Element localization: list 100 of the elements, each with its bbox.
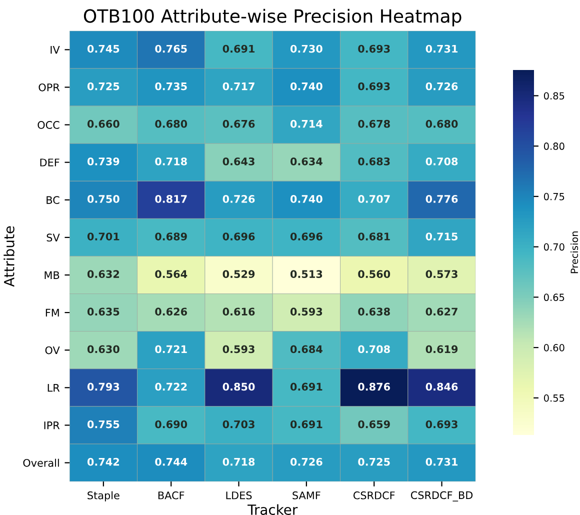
data-label: 0.731 — [426, 458, 458, 466]
data-label: 0.755 — [87, 420, 120, 428]
color-bar-label: 0.65 — [544, 294, 564, 302]
color-bar-label: 0.80 — [544, 142, 564, 150]
data-label: 0.560 — [358, 270, 390, 278]
data-label: 0.638 — [358, 308, 390, 316]
data-label: 0.691 — [290, 420, 322, 428]
data-label: 0.626 — [155, 308, 188, 316]
data-label: 0.691 — [290, 382, 322, 391]
data-label: 0.776 — [426, 195, 458, 203]
data-label: 0.726 — [426, 82, 458, 90]
data-label: 0.678 — [358, 120, 390, 128]
data-label: 0.726 — [290, 458, 322, 466]
y-tick-label: OV — [45, 346, 60, 354]
data-label: 0.718 — [155, 157, 187, 166]
data-label: 0.693 — [426, 420, 458, 428]
x-tick-label: Staple — [88, 491, 120, 502]
data-label: 0.513 — [290, 270, 322, 278]
data-label: 0.740 — [290, 82, 322, 90]
y-tick-label: OPR — [38, 83, 60, 92]
data-label: 0.876 — [358, 382, 390, 391]
y-tick-label: DEF — [40, 158, 60, 166]
data-label: 0.634 — [290, 157, 322, 166]
color-bar-label: 0.85 — [544, 92, 564, 100]
data-label: 0.717 — [222, 82, 254, 90]
y-tick-label: IPR — [44, 422, 60, 430]
chart-title: OTB100 Attribute-wise Precision Heatmap — [84, 8, 462, 26]
color-bar-label: 0.70 — [544, 243, 564, 251]
data-label: 0.793 — [87, 382, 120, 391]
data-label: 0.846 — [426, 382, 458, 391]
data-label: 0.696 — [290, 232, 322, 240]
data-label: 0.703 — [222, 420, 254, 428]
data-label: 0.593 — [290, 308, 322, 316]
color-bar-label: 0.60 — [544, 344, 564, 352]
data-label: 0.680 — [426, 120, 458, 128]
x-tick-label: CSRDCF — [353, 491, 395, 500]
data-label: 0.676 — [222, 120, 255, 128]
data-label: 0.630 — [87, 345, 120, 354]
data-label: 0.740 — [290, 195, 322, 203]
data-label: 0.725 — [87, 82, 120, 90]
y-tick-label: LR — [48, 384, 60, 392]
data-label: 0.684 — [290, 345, 322, 354]
data-label: 0.701 — [87, 232, 120, 240]
x-tick-label: SAMF — [292, 491, 320, 500]
data-label: 0.680 — [155, 120, 188, 128]
data-label: 0.632 — [87, 270, 120, 278]
y-tick-label: OCC — [38, 121, 60, 129]
data-label: 0.573 — [426, 270, 458, 278]
y-tick-label: BC — [46, 196, 60, 204]
data-label: 0.708 — [426, 157, 458, 166]
y-tick-label: SV — [46, 234, 60, 242]
data-label: 0.817 — [155, 195, 187, 203]
data-label: 0.742 — [87, 458, 120, 466]
data-label: 0.715 — [426, 232, 458, 240]
x-tick-label: CSRDCF_BD — [410, 491, 473, 502]
data-label: 0.718 — [222, 458, 255, 466]
data-label: 0.707 — [358, 195, 390, 203]
data-label: 0.691 — [222, 44, 255, 53]
data-label: 0.564 — [155, 270, 188, 278]
x-axis-title: Tracker — [248, 504, 298, 515]
data-label: 0.593 — [222, 345, 254, 354]
data-label: 0.714 — [290, 120, 322, 128]
data-label: 0.693 — [358, 44, 390, 53]
data-label: 0.619 — [426, 345, 458, 354]
color-bar-label: 0.55 — [544, 394, 564, 402]
data-label: 0.683 — [358, 157, 390, 166]
data-label: 0.730 — [290, 44, 322, 53]
data-label: 0.739 — [87, 157, 120, 166]
data-label: 0.708 — [358, 345, 390, 354]
data-label: 0.660 — [87, 120, 120, 128]
data-label: 0.690 — [155, 420, 188, 428]
data-label: 0.722 — [155, 382, 187, 391]
data-label: 0.627 — [426, 308, 458, 316]
data-label: 0.529 — [222, 270, 255, 278]
data-label: 0.765 — [155, 44, 187, 53]
data-label: 0.744 — [155, 458, 188, 466]
y-axis-title: Attribute — [4, 226, 14, 287]
data-label: 0.693 — [358, 82, 390, 90]
data-label: 0.696 — [222, 232, 255, 240]
data-label: 0.725 — [358, 458, 390, 466]
data-label: 0.681 — [358, 232, 390, 240]
data-label: 0.635 — [87, 308, 120, 316]
data-label: 0.616 — [222, 308, 255, 316]
data-label: 0.726 — [222, 195, 255, 203]
data-label: 0.721 — [155, 345, 187, 354]
color-bar-title: Precision — [570, 231, 578, 274]
data-label: 0.731 — [426, 44, 458, 53]
color-bar-label: 0.75 — [544, 192, 564, 200]
data-label: 0.659 — [358, 420, 390, 428]
data-label: 0.750 — [87, 195, 120, 203]
x-tick-label: LDES — [226, 491, 252, 500]
y-tick-label: Overall — [23, 458, 59, 467]
y-tick-label: MB — [44, 271, 60, 279]
data-label: 0.643 — [222, 157, 254, 166]
data-label: 0.850 — [222, 382, 255, 391]
data-label: 0.745 — [87, 44, 120, 53]
data-label: 0.735 — [155, 82, 187, 90]
y-tick-label: FM — [46, 308, 59, 316]
y-tick-label: IV — [50, 46, 60, 54]
x-tick-label: BACF — [158, 491, 184, 500]
